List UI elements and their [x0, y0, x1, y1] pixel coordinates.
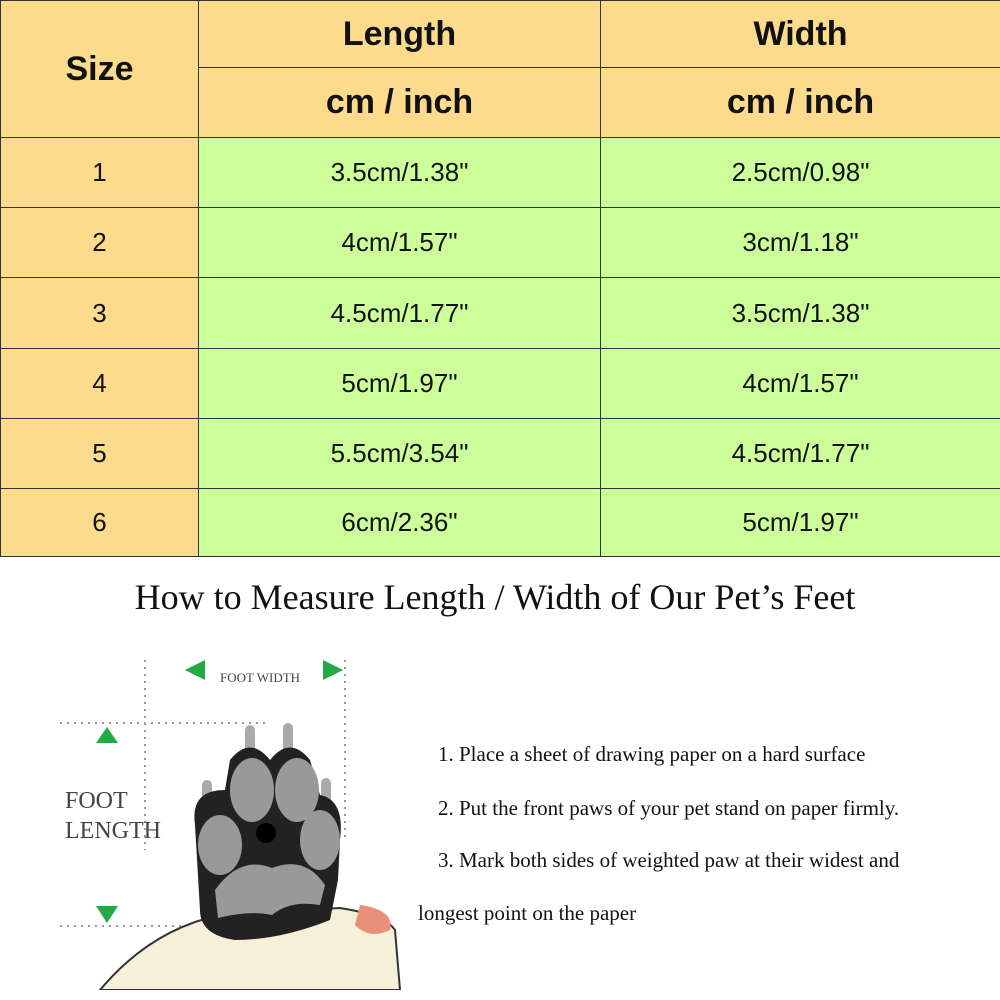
size-cell: 6	[0, 488, 199, 557]
header-width-unit: cm / inch	[600, 67, 1000, 138]
foot-width-label: FOOT WIDTH	[220, 670, 301, 685]
size-cell: 2	[0, 207, 199, 278]
step-3: 3. Mark both sides of weighted paw at th…	[438, 848, 900, 872]
table-row: 3 4.5cm/1.77" 3.5cm/1.38"	[0, 277, 1000, 349]
header-length: Length	[198, 0, 601, 68]
table-row: 2 4cm/1.57" 3cm/1.18"	[0, 207, 1000, 278]
step-1: 1. Place a sheet of drawing paper on a h…	[438, 742, 866, 766]
header-size: Size	[0, 0, 199, 138]
width-cell: 3cm/1.18"	[600, 207, 1000, 278]
step-2: 2. Put the front paws of your pet stand …	[438, 796, 900, 820]
table-row: 6 6cm/2.36" 5cm/1.97"	[0, 488, 1000, 557]
arrow-icons	[96, 660, 343, 923]
length-cell: 3.5cm/1.38"	[198, 137, 601, 208]
size-cell: 3	[0, 277, 199, 349]
width-cell: 5cm/1.97"	[600, 488, 1000, 557]
header-length-unit: cm / inch	[198, 67, 601, 138]
length-cell: 4cm/1.57"	[198, 207, 601, 278]
length-cell: 6cm/2.36"	[198, 488, 601, 557]
foot-length-label-1: FOOT	[65, 788, 128, 814]
header-width: Width	[600, 0, 1000, 68]
table-row: 1 3.5cm/1.38" 2.5cm/0.98"	[0, 137, 1000, 208]
width-cell: 2.5cm/0.98"	[600, 137, 1000, 208]
foot-length-label-2: LENGTH	[65, 818, 161, 844]
size-cell: 4	[0, 348, 199, 419]
table-row: 5 5.5cm/3.54" 4.5cm/1.77"	[0, 418, 1000, 489]
step-3-continued: longest point on the paper	[418, 901, 637, 925]
size-cell: 1	[0, 137, 199, 208]
length-cell: 5cm/1.97"	[198, 348, 601, 419]
table-row: 4 5cm/1.97" 4cm/1.57"	[0, 348, 1000, 419]
guide-title: How to Measure Length / Width of Our Pet…	[134, 577, 856, 617]
size-cell: 5	[0, 418, 199, 489]
length-cell: 5.5cm/3.54"	[198, 418, 601, 489]
width-cell: 4.5cm/1.77"	[600, 418, 1000, 489]
length-cell: 4.5cm/1.77"	[198, 277, 601, 349]
width-cell: 3.5cm/1.38"	[600, 277, 1000, 349]
width-cell: 4cm/1.57"	[600, 348, 1000, 419]
paw-illustration: FOOT WIDTH FOOT LENGTH	[40, 640, 420, 995]
